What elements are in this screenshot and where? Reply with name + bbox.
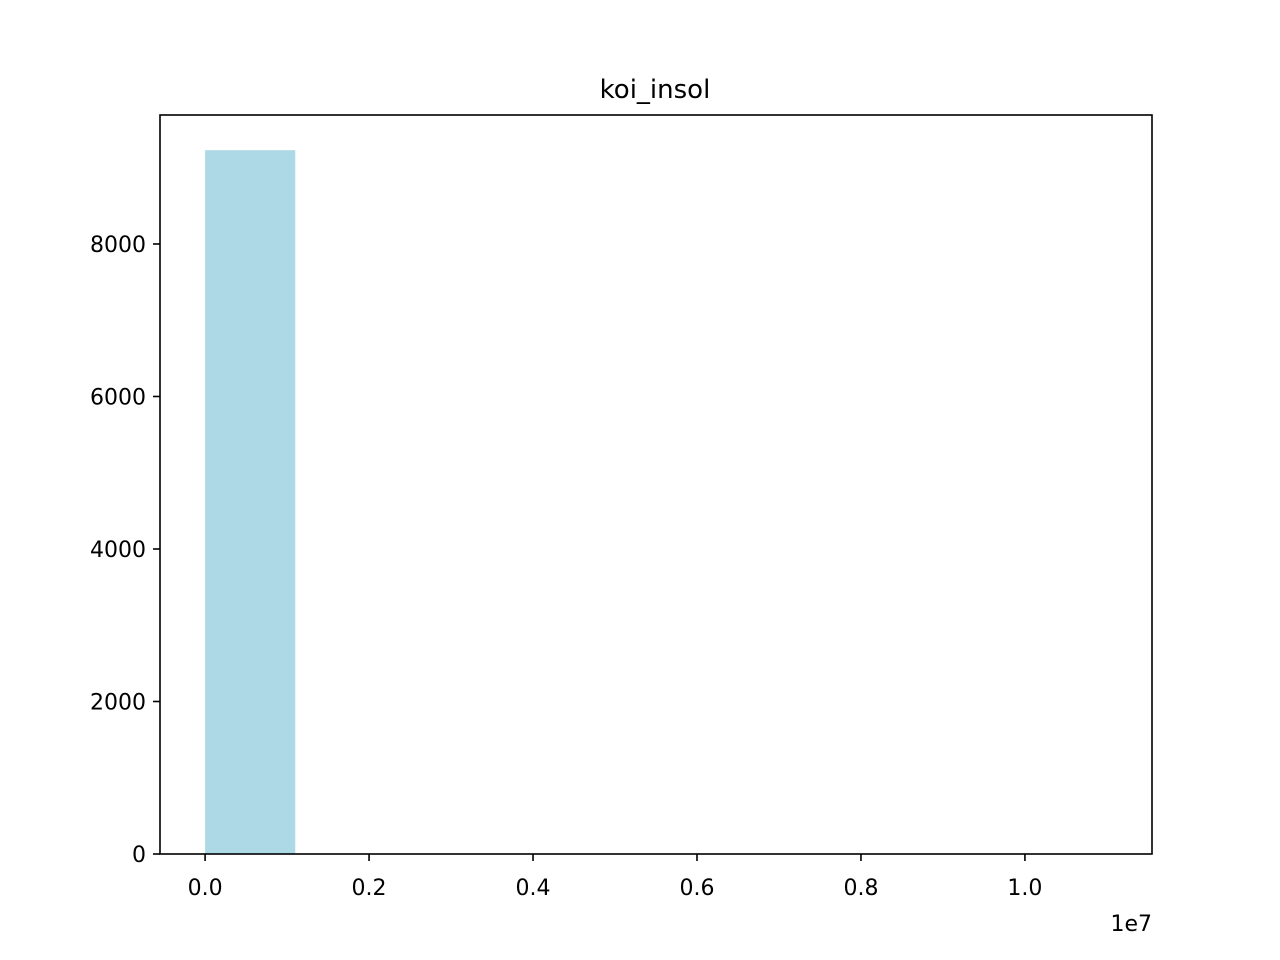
x-tick-label-0: 0.0: [188, 876, 223, 901]
x-axis-ticks: 0.0 0.2 0.4 0.6 0.8 1.0: [188, 854, 1042, 901]
y-axis-ticks: 0 2000 4000 6000 8000: [90, 233, 160, 868]
x-tick-label-5: 1.0: [1007, 876, 1042, 901]
y-tick-label-4: 8000: [90, 233, 146, 258]
x-tick-label-4: 0.8: [843, 876, 878, 901]
y-tick-label-3: 6000: [90, 385, 146, 410]
histogram-bar-0: [205, 150, 296, 854]
x-axis-offset-label: 1e7: [1110, 912, 1152, 937]
x-tick-label-1: 0.2: [352, 876, 387, 901]
plot-area-frame: [159, 114, 1153, 855]
y-tick-label-1: 2000: [90, 690, 146, 715]
y-tick-label-2: 4000: [90, 538, 146, 563]
y-tick-label-0: 0: [132, 843, 146, 868]
chart-title: koi_insol: [600, 75, 711, 105]
x-tick-label-3: 0.6: [679, 876, 714, 901]
x-tick-label-2: 0.4: [516, 876, 551, 901]
bars-layer: [205, 150, 296, 854]
